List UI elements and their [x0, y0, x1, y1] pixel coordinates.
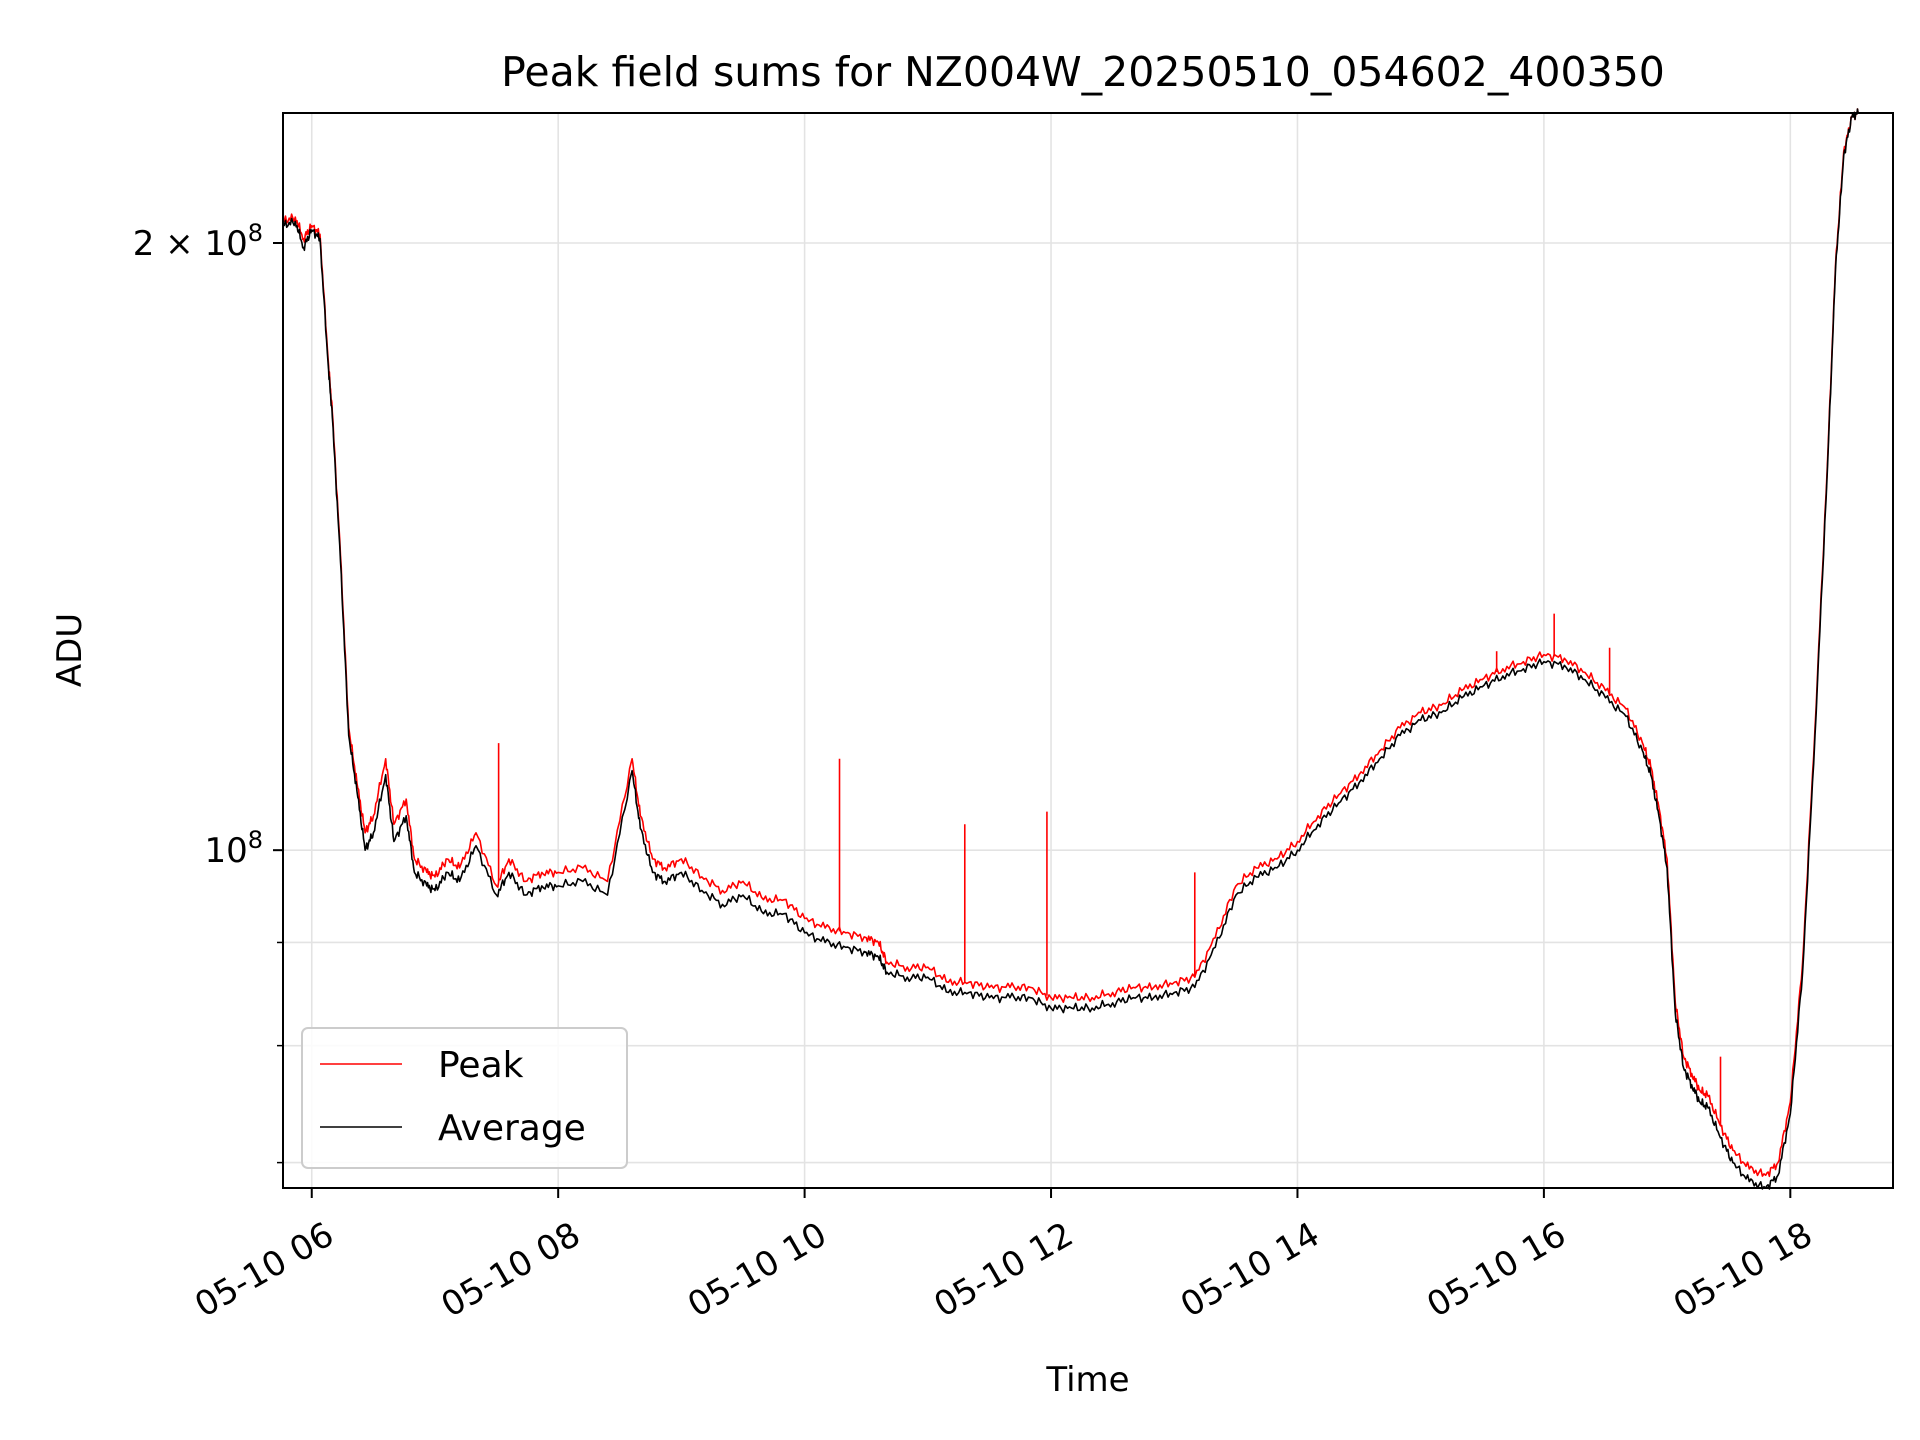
grid [283, 113, 1893, 1188]
y-tick-label: 108 [204, 826, 263, 871]
legend: Peak Average [301, 1027, 628, 1169]
legend-box [301, 1027, 628, 1169]
x-axis-title: Time [1045, 1360, 1129, 1400]
series-line-average [282, 108, 1859, 1190]
plot-frame [282, 112, 1894, 1189]
chart-title: Peak field sums for NZ004W_20250510_0546… [501, 48, 1665, 96]
y-axis-title: ADU [50, 613, 90, 687]
legend-label-average: Average [438, 1108, 586, 1149]
legend-label-peak: Peak [438, 1045, 524, 1086]
series-line-peak [282, 108, 1859, 1178]
series-layer [282, 108, 1859, 1190]
y-tick-label: 2 × 108 [133, 219, 263, 264]
